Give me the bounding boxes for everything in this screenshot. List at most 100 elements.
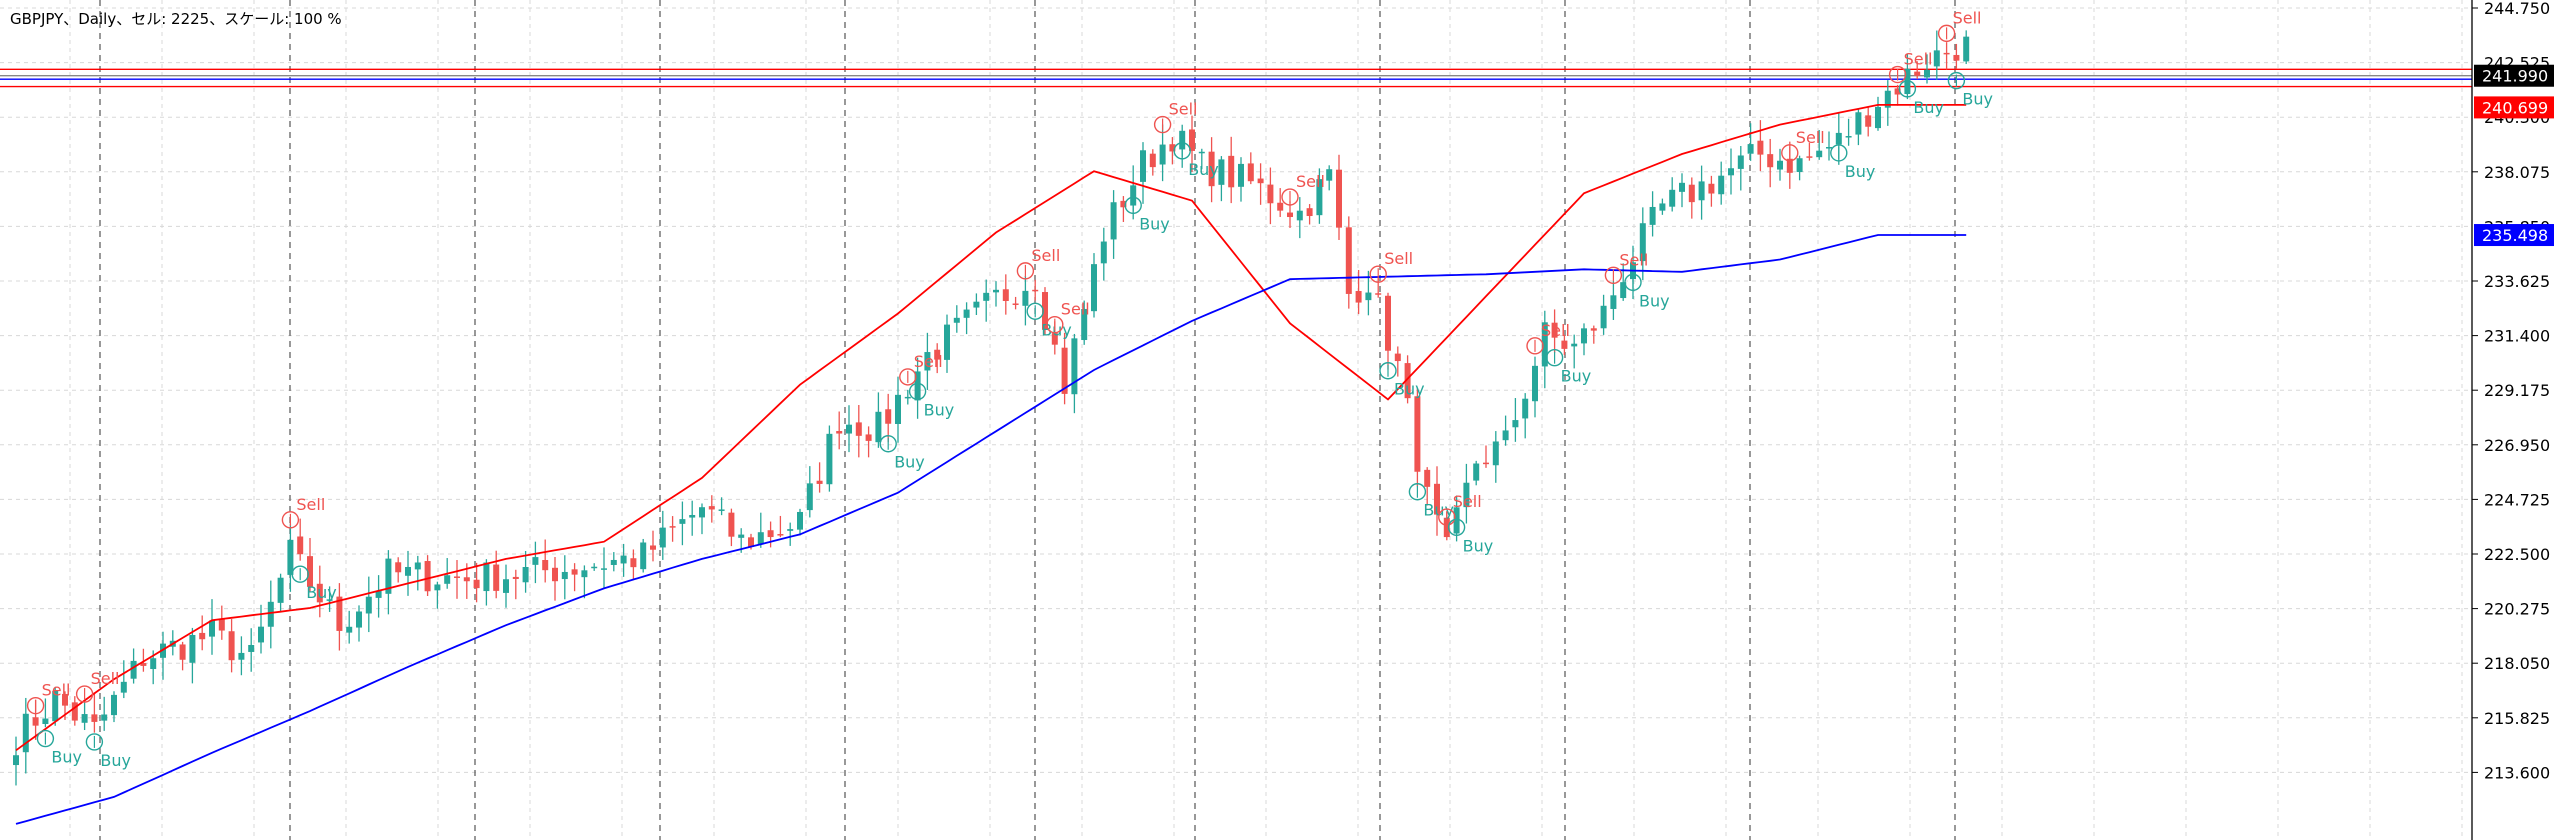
candle (1061, 332, 1068, 405)
buy-label: Buy (1913, 98, 1944, 117)
candle-body (924, 352, 931, 371)
candle (356, 605, 362, 642)
candle (885, 393, 892, 443)
candle-body (32, 717, 39, 726)
candle-body (1767, 154, 1774, 168)
candle (610, 552, 617, 572)
price-tag: 240.699 (2474, 96, 2554, 119)
candle (209, 599, 215, 655)
candle-body (973, 301, 980, 308)
buy-signal: Buy (1545, 348, 1591, 386)
candle-body (1071, 338, 1078, 395)
candle (1120, 196, 1127, 222)
price-tag-box (2474, 224, 2554, 247)
buy-marker-icon (1173, 142, 1191, 160)
candle-body (111, 694, 117, 716)
buy-label: Buy (1188, 160, 1219, 179)
candle-body (71, 702, 78, 721)
candle (179, 641, 186, 671)
candle-body (1502, 430, 1509, 441)
candle (267, 580, 274, 649)
candle-body (1669, 189, 1676, 207)
candle-body (1267, 184, 1274, 204)
sell-marker-icon (1046, 315, 1064, 334)
candle (1806, 142, 1813, 161)
candle (316, 565, 323, 618)
candle-body (52, 690, 59, 722)
candle (777, 515, 784, 538)
candle-body (640, 542, 647, 570)
candle-body (316, 583, 323, 603)
candle (865, 426, 872, 458)
price-axis-label: 224.725 (2484, 490, 2550, 509)
candle (130, 648, 137, 684)
candle-body (806, 483, 813, 511)
candle (532, 541, 539, 584)
candle (1610, 280, 1617, 320)
candle (1365, 270, 1372, 316)
candle (1728, 148, 1734, 195)
candle-body (1581, 328, 1587, 344)
candle (228, 619, 235, 673)
price-axis[interactable]: 244.750 238.075 233.625 231.400 229.175 226.9… (2471, 0, 2560, 840)
candle-body (385, 558, 392, 594)
candle-body (1835, 132, 1842, 145)
grid-layer (0, 0, 2472, 840)
candle-body (767, 530, 774, 538)
candle (1385, 292, 1391, 370)
candle-body (1933, 50, 1940, 67)
candle-body (1894, 88, 1901, 95)
candle (1532, 356, 1538, 418)
candle (91, 692, 98, 733)
candle (1796, 155, 1803, 181)
period-separators (99, 0, 1956, 840)
candle-body (1590, 328, 1597, 331)
sell-signal: Sell (1046, 300, 1090, 334)
candle (679, 501, 686, 546)
candle (1757, 120, 1764, 172)
candle (1287, 201, 1293, 228)
candle-body (1394, 353, 1401, 362)
candle-body (1159, 144, 1166, 165)
candle-body (91, 714, 98, 722)
candle-body (728, 512, 735, 537)
candle (1590, 325, 1597, 344)
candle-body (1757, 140, 1764, 155)
candle-body (1777, 160, 1783, 170)
candle-body (1149, 153, 1156, 168)
sell-label: Sell (1384, 249, 1413, 268)
candle (307, 538, 313, 592)
candle (1326, 165, 1333, 191)
candle-body (336, 596, 343, 631)
candle-body (101, 714, 108, 721)
candle-body (846, 424, 852, 434)
candle (1453, 495, 1460, 542)
candle-body (1737, 155, 1744, 169)
candle (1022, 275, 1029, 326)
candle-body (748, 537, 754, 548)
sell-marker-icon (26, 696, 45, 715)
candle-body (1953, 54, 1960, 61)
sell-label: Sell (1169, 100, 1198, 119)
candle (640, 538, 647, 573)
sell-signal: Sell (1369, 249, 1413, 283)
candle-body (1571, 343, 1578, 347)
candle (767, 521, 774, 548)
candle (1345, 216, 1352, 309)
candle (1502, 415, 1509, 446)
candle (1679, 173, 1685, 208)
trade-signals: SellBuySellBuySellBuyBuySellBuySellBuySe… (26, 8, 1993, 770)
buy-marker-icon (1947, 71, 1966, 90)
candle (1551, 309, 1558, 354)
candle-body (1875, 106, 1881, 129)
candle-body (1424, 469, 1431, 487)
sell-label: Sell (1061, 300, 1090, 319)
candle-body (1845, 136, 1852, 138)
candle-body (189, 634, 196, 663)
candle-body (248, 644, 255, 652)
candle-body (1326, 169, 1333, 181)
candle (1071, 333, 1078, 414)
candle (1218, 156, 1225, 202)
